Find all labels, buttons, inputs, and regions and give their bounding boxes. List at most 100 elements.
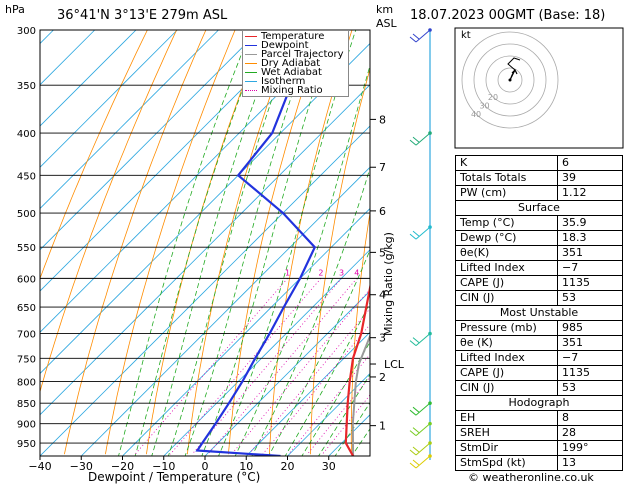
index-value: 39	[557, 170, 623, 186]
mixing-ratio-line	[191, 278, 342, 455]
hodograph-ring-label: 20	[488, 93, 498, 102]
hodograph-ring	[461, 31, 559, 129]
km-tick-label: 7	[379, 161, 386, 174]
index-label: SREH	[455, 425, 558, 441]
legend-label: Isotherm	[261, 76, 306, 87]
section-header-row: Most Unstable	[455, 305, 623, 321]
pressure-tick-label: 750	[17, 354, 36, 365]
index-label: PW (cm)	[455, 185, 558, 201]
y-axis-label: Mixing Ratio (g/kg)	[382, 232, 395, 336]
index-label: StmDir	[455, 440, 558, 456]
pressure-tick-label: 950	[17, 439, 36, 450]
section-header-row: Surface	[455, 200, 623, 216]
plot-background	[40, 30, 370, 456]
isotherm-line	[40, 42, 370, 375]
index-value: 6	[557, 155, 623, 171]
pressure-tick-label: 800	[17, 377, 36, 388]
isotherm-line	[40, 30, 219, 210]
legend-item: Parcel Trajectory	[245, 49, 344, 60]
index-label: Lifted Index	[455, 260, 558, 276]
mixing-ratio-label: 2	[318, 268, 323, 277]
legend-label: Dewpoint	[261, 40, 309, 51]
legend-label: Wet Adiabat	[261, 67, 322, 78]
index-value: 1.12	[557, 185, 623, 201]
mixing-ratio-label: 15	[428, 268, 438, 277]
x-tick-label: 10	[239, 460, 253, 473]
index-label: θe(K)	[455, 245, 558, 261]
pressure-tick-label: 900	[17, 420, 36, 431]
index-value: −7	[557, 350, 623, 366]
hodograph-ring-label: 40	[471, 110, 481, 119]
dewpoint-line	[195, 30, 327, 456]
isotherm-line	[40, 125, 370, 456]
km-tick-label: 3	[379, 332, 386, 345]
index-label: EH	[455, 410, 558, 426]
wet-adiabat-line	[301, 341, 370, 456]
x-tick-label: 0	[202, 460, 209, 473]
wet-adiabat-line	[118, 30, 252, 456]
height-unit-label: km	[376, 3, 394, 16]
index-value: 18.3	[557, 230, 623, 246]
index-value: 351	[557, 245, 623, 261]
x-tick-label: −40	[28, 460, 51, 473]
isotherm-line	[40, 30, 261, 251]
wind-barb	[409, 421, 432, 437]
legend-swatch	[245, 62, 257, 64]
index-value: 1135	[557, 365, 623, 381]
index-label: CIN (J)	[455, 380, 558, 396]
index-label: Totals Totals	[455, 170, 558, 186]
legend-swatch	[245, 35, 257, 37]
wind-barb	[409, 331, 432, 346]
hodograph-ring	[497, 67, 523, 93]
x-tick-label: −20	[111, 460, 134, 473]
index-row: Temp (°C) 35.9	[455, 215, 623, 231]
copyright-label: © weatheronline.co.uk	[468, 471, 594, 484]
km-tick-label: 4	[379, 289, 386, 302]
index-label: Pressure (mb)	[455, 320, 558, 336]
legend-item: Temperature	[245, 32, 344, 42]
index-row: Lifted Index −7	[455, 350, 623, 366]
dry-adiabat-line	[391, 30, 440, 454]
valid-time-label: 18.07.2023 00GMT (Base: 18)	[410, 8, 606, 23]
index-value: 35.9	[557, 215, 623, 231]
index-row: EH 8	[455, 410, 623, 426]
km-tick-label: 8	[379, 113, 386, 126]
km-tick-label: 6	[379, 205, 386, 218]
dry-adiabat-line	[269, 30, 353, 455]
isotherm-line	[40, 30, 137, 127]
index-label: Temp (°C)	[455, 215, 558, 231]
wet-adiabat-line	[318, 373, 370, 456]
index-label: CAPE (J)	[455, 275, 558, 291]
x-tick-label: −30	[70, 460, 93, 473]
index-label: Dewp (°C)	[455, 230, 558, 246]
dry-adiabat-line	[228, 30, 324, 455]
index-row: StmDir 199°	[455, 440, 623, 456]
index-row: CIN (J) 53	[455, 380, 623, 396]
index-row: Lifted Index −7	[455, 260, 623, 276]
section-title: Surface	[455, 200, 623, 216]
isotherm-line	[80, 166, 370, 456]
index-value: 985	[557, 320, 623, 336]
dry-adiabat-line	[64, 30, 207, 455]
pressure-tick-label: 700	[17, 330, 36, 341]
height-ref-label: ASL	[376, 17, 397, 30]
indices-table: K 6 Totals Totals 39 PW (cm) 1.12 Surface Temp …	[455, 155, 623, 471]
index-value: 1135	[557, 275, 623, 291]
legend-item: Isotherm	[245, 76, 344, 87]
index-row: PW (cm) 1.12	[455, 185, 623, 201]
dry-adiabat-line	[350, 210, 370, 455]
wind-barb	[409, 225, 432, 240]
legend-item: Wet Adiabat	[245, 67, 344, 78]
index-row: θe(K) 351	[455, 245, 623, 261]
pressure-tick-label: 500	[17, 209, 36, 220]
legend-label: Dry Adiabat	[261, 58, 321, 69]
pressure-tick-label: 600	[17, 274, 36, 285]
index-row: SREH 28	[455, 425, 623, 441]
wind-barb	[409, 454, 432, 469]
legend-swatch	[245, 71, 257, 73]
dry-adiabat-line	[40, 30, 177, 394]
section-title: Most Unstable	[455, 305, 623, 321]
dry-adiabat-line	[310, 67, 370, 455]
legend-label: Parcel Trajectory	[261, 49, 344, 60]
pressure-tick-label: 550	[17, 243, 36, 254]
